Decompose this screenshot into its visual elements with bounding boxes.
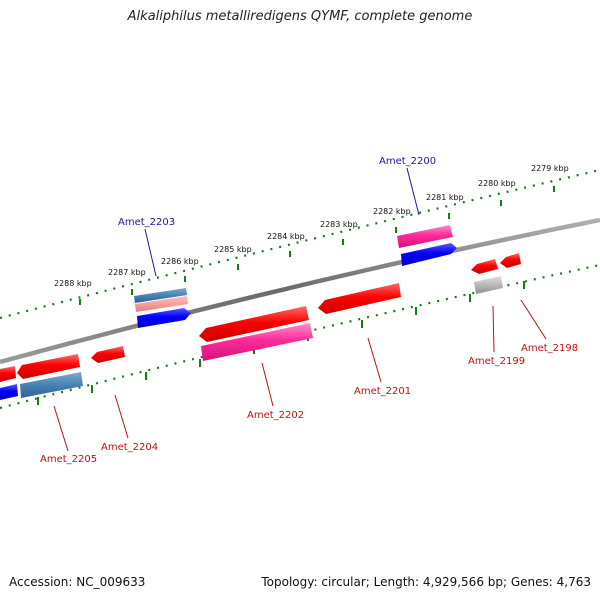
- feature-amet-2202-cds[interactable]: [199, 306, 309, 342]
- tick-label: 2283 kbp: [320, 220, 358, 229]
- feature-amet-2205-cds[interactable]: [17, 354, 80, 379]
- tick-label: 2281 kbp: [426, 193, 464, 202]
- outer-ruler: [0, 168, 600, 320]
- genome-backbone: [0, 217, 600, 365]
- feature-amet-2203-orf[interactable]: [137, 308, 191, 328]
- feature-amet-2201-cds[interactable]: [318, 283, 401, 314]
- gene-label-amet-2202: Amet_2202: [247, 410, 304, 421]
- tick-label: 2282 kbp: [373, 207, 411, 216]
- feature-amet-2202-alt[interactable]: [201, 323, 313, 361]
- feature-edge-red[interactable]: [0, 366, 16, 382]
- feature-amet-2200-cds[interactable]: [397, 225, 453, 248]
- tick-label: 2286 kbp: [161, 257, 199, 266]
- gene-label-amet-2201: Amet_2201: [354, 386, 411, 397]
- topology-label: Topology: circular; Length: 4,929,566 bp…: [261, 575, 591, 589]
- outer-ruler-major-ticks: [79, 186, 555, 305]
- gene-label-amet-2203: Amet_2203: [118, 217, 175, 228]
- map-title: Alkaliphilus metalliredigens QYMF, compl…: [127, 9, 473, 24]
- feature-amet-2199-pseudo[interactable]: [474, 276, 503, 294]
- feature-edge-blue[interactable]: [0, 384, 18, 400]
- gene-label-amet-2205: Amet_2205: [40, 454, 97, 465]
- ruler-tick-labels: 2279 kbp 2280 kbp 2281 kbp 2282 kbp 2283…: [54, 164, 569, 288]
- tick-label: 2287 kbp: [108, 268, 146, 277]
- tick-label: 2285 kbp: [214, 245, 252, 254]
- gene-label-amet-2199: Amet_2199: [468, 356, 525, 367]
- feature-amet-2198-cds[interactable]: [500, 253, 521, 268]
- feature-amet-2205-rna[interactable]: [20, 372, 83, 398]
- gene-label-amet-2204: Amet_2204: [101, 442, 158, 453]
- tick-label: 2280 kbp: [478, 179, 516, 188]
- reverse-features[interactable]: [0, 253, 521, 400]
- tick-label: 2284 kbp: [267, 232, 305, 241]
- feature-amet-2203-misc[interactable]: [135, 296, 188, 312]
- feature-amet-2204-cds[interactable]: [91, 346, 125, 363]
- inner-ruler-major-ticks: [37, 281, 525, 405]
- tick-label: 2279 kbp: [531, 164, 569, 173]
- gene-leader-lines: [53, 167, 547, 452]
- feature-amet-2199-cds[interactable]: [471, 259, 498, 274]
- forward-features[interactable]: [134, 225, 457, 328]
- feature-amet-2203-rna[interactable]: [134, 288, 187, 303]
- feature-amet-2200-orf[interactable]: [401, 243, 457, 266]
- accession-label: Accession: NC_009633: [9, 575, 146, 589]
- gene-label-amet-2200: Amet_2200: [379, 156, 436, 167]
- tick-label: 2288 kbp: [54, 279, 92, 288]
- gene-label-amet-2198: Amet_2198: [521, 343, 578, 354]
